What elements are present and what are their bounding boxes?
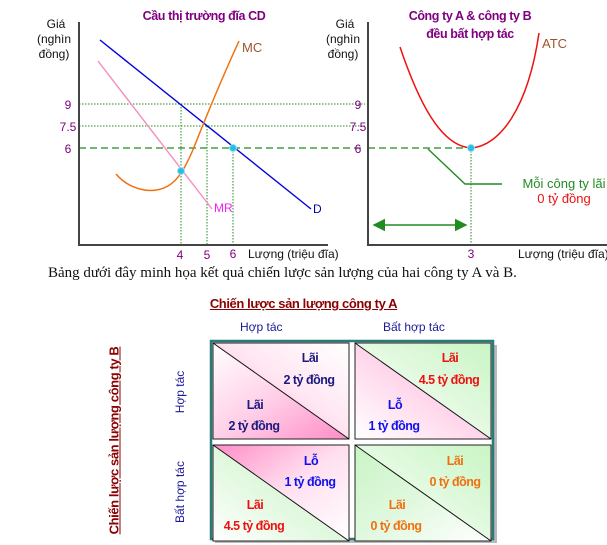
d-label: D [313, 202, 322, 216]
left-xlabel: Lượng (triệu đĩa) [248, 247, 339, 261]
right-ytick-9: 9 [355, 98, 362, 112]
right-chart: Công ty A & công ty B đều bất hợp tác Gi… [326, 9, 607, 261]
left-ylabel-line2: (nghìn [37, 32, 71, 46]
left-chart: Cầu thị trường đĩa CD Giá (nghìn đồng) M… [37, 9, 365, 262]
atc-curve [399, 32, 540, 149]
payoff-matrix: Lãi 2 tỷ đồng Lãi 2 tỷ đồng Lãi 4.5 tỷ đ… [209, 339, 497, 543]
col-label-defect: Bất hợp tác [383, 320, 445, 334]
right-ylabel-line2: (nghìn [326, 32, 360, 46]
left-ylabel-line3: đồng) [39, 47, 70, 61]
right-xtick-3: 3 [468, 247, 475, 261]
row-label-cooperate: Hợp tác [173, 370, 187, 414]
caption-text: Bảng dưới đây minh họa kết quả chiến lượ… [48, 265, 517, 281]
cell-defect-defect [354, 444, 492, 542]
right-ylabel-line3: đồng) [328, 47, 359, 61]
cell3-b-label: Lãi [247, 498, 264, 512]
cell4-a-value: 0 tỷ đồng [429, 475, 480, 489]
demand-curve [99, 39, 312, 210]
mc-label: MC [242, 40, 262, 55]
mr-label: MR [214, 201, 233, 215]
left-ytick-9: 9 [65, 98, 72, 112]
cell3-a-value: 1 tỷ đồng [284, 475, 335, 489]
right-ytick-6: 6 [355, 142, 362, 156]
left-xtick-5: 5 [204, 248, 211, 262]
cell2-a-value: 4.5 tỷ đồng [419, 373, 479, 387]
cell4-b-value: 0 tỷ đồng [370, 519, 421, 533]
annotation-line2: 0 tỷ đồng [537, 191, 591, 206]
cell4-a-label: Lãi [447, 454, 464, 468]
right-ylabel-line1: Giá [336, 17, 355, 31]
left-xtick-4: 4 [177, 248, 184, 262]
atc-minimum-point [467, 144, 475, 152]
cell4-b-label: Lãi [389, 498, 406, 512]
col-label-cooperate: Hợp tác [240, 320, 283, 334]
cell3-a-label: Lỗ [304, 453, 319, 468]
cell1-a-value: 2 tỷ đồng [283, 373, 334, 387]
cell-b-coop-a-defect [354, 342, 492, 440]
cell1-b-value: 2 tỷ đồng [228, 419, 279, 433]
left-chart-title: Cầu thị trường đĩa CD [143, 9, 266, 23]
cell-b-defect-a-coop [212, 444, 350, 542]
cell3-b-value: 4.5 tỷ đồng [224, 519, 284, 533]
atc-label: ATC [542, 36, 567, 51]
right-chart-title-line2: đều bất hợp tác [426, 27, 514, 41]
row-label-defect: Bất hợp tác [173, 461, 187, 523]
right-ytick-7.5: 7.5 [350, 120, 367, 134]
matrix-title-company-b: Chiến lược sản lượng công ty B [106, 346, 122, 535]
mr-curve [97, 60, 213, 210]
cell2-b-label: Lỗ [388, 397, 403, 412]
demand-price-point [229, 144, 237, 152]
cell-coop-coop [212, 342, 350, 440]
annotation-leader-line [427, 148, 502, 185]
right-chart-title-line1: Công ty A & công ty B [409, 9, 532, 23]
left-ytick-7.5: 7.5 [60, 120, 77, 134]
annotation-line1: Mỗi công ty lãi [522, 176, 605, 191]
left-ytick-6: 6 [65, 142, 72, 156]
matrix-title-company-a: Chiến lược sản lượng công ty A [209, 296, 398, 311]
cell2-b-value: 1 tỷ đồng [368, 419, 419, 433]
cell2-a-label: Lãi [442, 351, 459, 365]
mc-curve [115, 40, 240, 192]
cell1-a-label: Lãi [302, 351, 319, 365]
left-xtick-6: 6 [230, 247, 237, 261]
cell1-b-label: Lãi [247, 398, 264, 412]
left-ylabel-line1: Giá [47, 17, 66, 31]
mr-mc-intersection-point [177, 167, 185, 175]
right-xlabel: Lượng (triệu đĩa) [518, 247, 607, 261]
